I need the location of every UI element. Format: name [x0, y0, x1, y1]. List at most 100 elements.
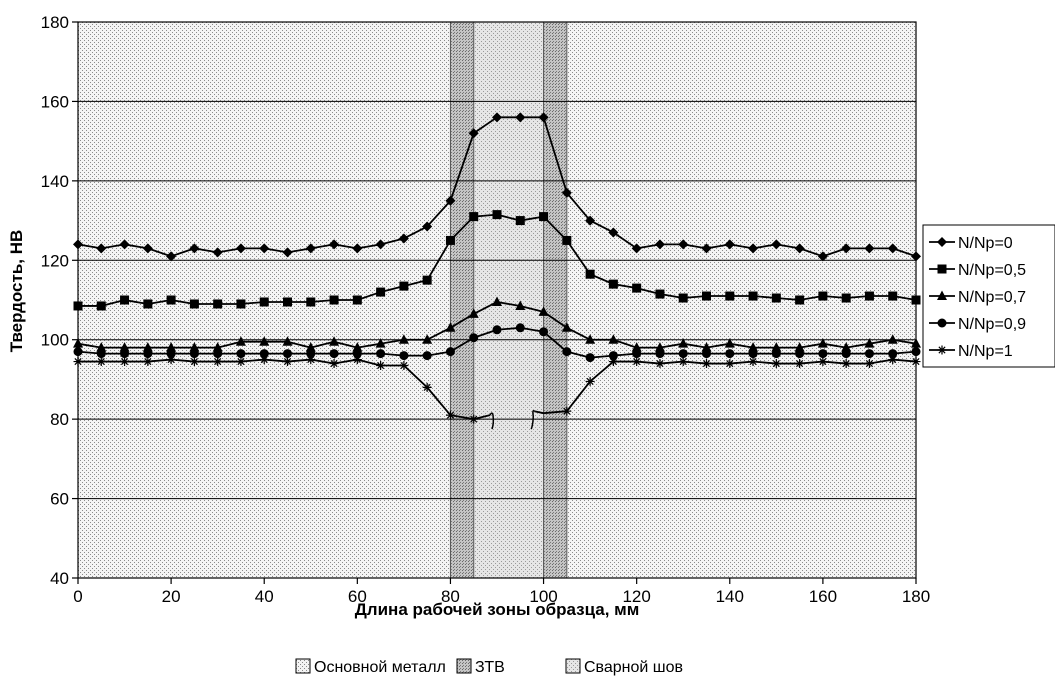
data-point: [259, 355, 269, 365]
data-point: [585, 376, 595, 386]
zone-legend-item: Основной металл: [295, 658, 446, 676]
data-point: [631, 243, 642, 254]
data-point: [771, 239, 782, 250]
y-tick-label: 180: [41, 13, 69, 32]
zone-legend-item: Сварной шов: [565, 658, 683, 676]
legend-item: N/Np=0: [929, 235, 1013, 252]
data-point: [468, 128, 479, 139]
data-point: [422, 351, 432, 361]
data-point: [817, 251, 828, 262]
data-point: [911, 251, 921, 262]
data-point: [212, 342, 223, 352]
data-point: [608, 357, 618, 367]
data-point: [73, 347, 83, 357]
data-point: [818, 357, 828, 367]
data-point: [841, 342, 852, 352]
data-point: [235, 336, 246, 346]
data-point: [632, 283, 642, 293]
data-point: [119, 239, 130, 250]
data-point: [189, 349, 199, 359]
data-point: [96, 301, 106, 311]
data-point: [329, 349, 339, 359]
data-point: [911, 347, 921, 357]
legend-label: N/Np=0,7: [958, 289, 1026, 306]
data-point: [492, 325, 502, 335]
series-2: [73, 296, 921, 352]
data-point: [678, 349, 688, 359]
x-tick-label: 180: [902, 587, 930, 606]
data-point: [794, 342, 805, 352]
data-point: [795, 295, 805, 305]
data-point: [492, 296, 502, 306]
data-point: [748, 357, 758, 367]
data-point: [329, 295, 339, 305]
data-point: [561, 322, 572, 332]
x-tick-label: 20: [162, 587, 181, 606]
data-point: [841, 293, 851, 303]
data-point: [120, 349, 130, 359]
data-point: [189, 342, 200, 352]
data-point: [306, 355, 316, 365]
data-point: [375, 239, 386, 250]
series-3: [73, 323, 921, 363]
zone-legend-swatch: [295, 658, 311, 674]
data-point: [305, 342, 316, 352]
data-point: [654, 342, 665, 352]
zone-legend-label: Сварной шов: [584, 659, 683, 676]
legend-marker: [937, 237, 947, 247]
data-point: [702, 291, 711, 301]
data-point: [445, 322, 456, 332]
data-point: [306, 297, 316, 307]
data-point: [771, 342, 782, 352]
data-point: [375, 338, 386, 348]
data-point: [235, 243, 246, 254]
data-point: [398, 233, 409, 244]
data-point: [213, 299, 223, 309]
data-point: [678, 293, 688, 303]
series-4: [73, 355, 491, 424]
data-point: [655, 359, 665, 369]
series-5: [534, 355, 921, 416]
data-point: [795, 359, 805, 369]
legend-item: N/Np=0,9: [929, 316, 1026, 333]
legend-item: N/Np=0,7: [929, 289, 1026, 306]
data-point: [911, 357, 921, 367]
data-point: [212, 247, 223, 258]
legend-label: N/Np=0,5: [958, 262, 1026, 279]
data-point: [632, 357, 642, 367]
legend-marker: [937, 264, 947, 274]
data-point: [445, 235, 455, 245]
data-point: [469, 212, 479, 222]
data-point: [515, 323, 525, 333]
y-tick-label: 100: [41, 331, 69, 350]
x-tick-label: 80: [441, 587, 460, 606]
data-point: [96, 342, 107, 352]
data-point: [654, 239, 665, 250]
data-point: [283, 357, 292, 367]
data-point: [608, 227, 619, 238]
data-point: [678, 239, 689, 250]
zone-legend-item: ЗТВ: [456, 658, 505, 676]
data-point: [352, 349, 362, 359]
data-point: [468, 308, 479, 318]
data-point: [259, 336, 270, 346]
data-point: [795, 349, 805, 359]
data-point: [492, 210, 502, 220]
data-point: [864, 349, 874, 359]
data-point: [282, 247, 293, 258]
data-point: [189, 299, 199, 309]
data-point: [96, 243, 107, 254]
data-point: [469, 333, 479, 343]
data-point: [422, 275, 432, 285]
data-point: [794, 243, 805, 254]
zone-legend-swatch: [565, 658, 581, 674]
data-point: [771, 349, 781, 359]
data-point: [329, 336, 340, 346]
data-point: [213, 349, 223, 359]
legend-marker: [937, 290, 947, 300]
data-point: [399, 361, 409, 371]
data-point: [166, 251, 177, 262]
data-point: [306, 349, 316, 359]
x-tick-label: 40: [255, 587, 274, 606]
